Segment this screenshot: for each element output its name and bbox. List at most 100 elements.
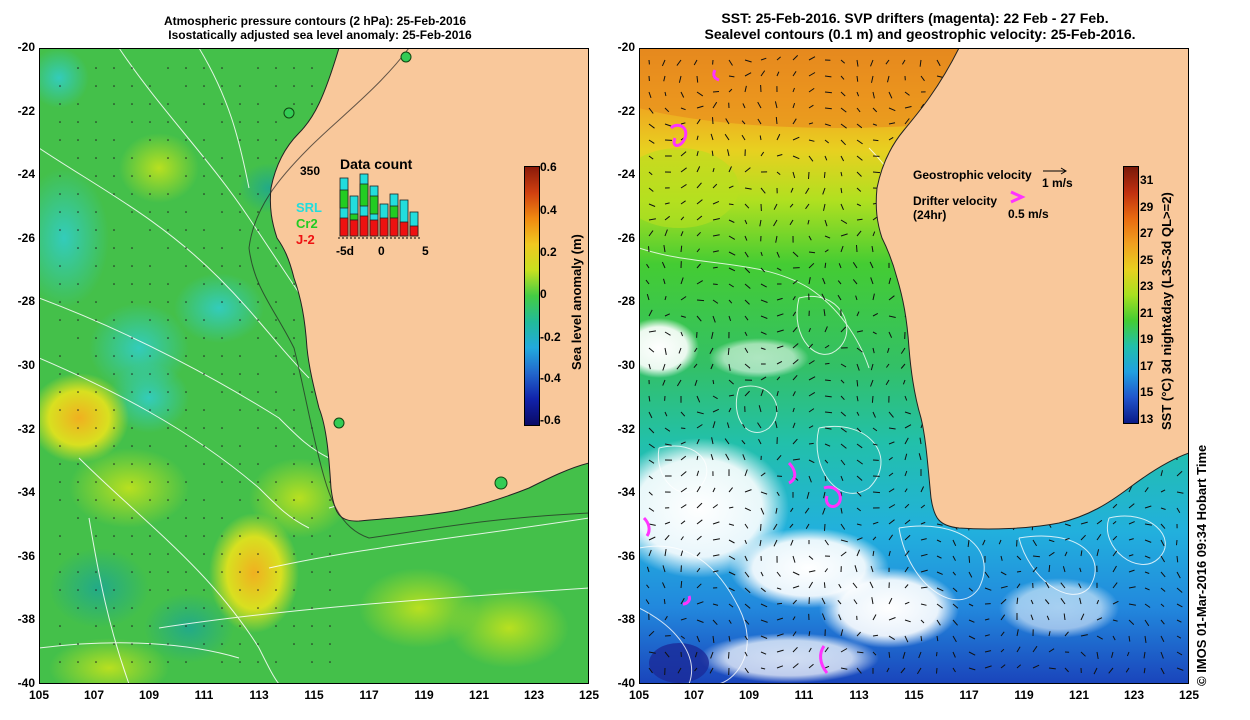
right-x-tick: 109: [738, 688, 760, 702]
drifter-velocity-label: Drifter velocity: [913, 194, 998, 208]
sst-cbar-tick: 31: [1140, 173, 1154, 187]
right-y-tick: -24: [617, 167, 635, 182]
left-x-tick: 117: [359, 688, 379, 702]
sst-cbar-tick: 17: [1140, 358, 1154, 373]
right-x-tick: 107: [683, 688, 705, 702]
right-y-tick: -34: [617, 485, 635, 500]
right-y-tick: -30: [617, 358, 635, 372]
right-x-tick: 125: [1178, 688, 1200, 702]
data-count-inset: Data count 350 SRL Cr2 J-2: [296, 156, 446, 266]
sla-cbar-tick: 0.2: [540, 245, 557, 259]
sla-cbar-tick: 0: [540, 287, 547, 301]
left-x-tick: 107: [83, 688, 105, 702]
left-y-tick: -34: [17, 485, 35, 500]
right-map-frame: [639, 48, 1189, 684]
right-x-tick: 121: [1068, 688, 1090, 702]
right-x-tick: 117: [959, 688, 979, 702]
sla-cbar-tick: -0.4: [540, 371, 561, 385]
drifter-arrow-icon: [1010, 190, 1026, 204]
sla-cbar-tick: 0.6: [540, 160, 557, 174]
sst-map: [639, 48, 1189, 684]
left-x-tick: 125: [578, 688, 600, 702]
sst-cbar-tick: 25: [1140, 252, 1154, 267]
inset-xtick-neg5: -5d: [336, 244, 354, 258]
right-y-tick: -32: [617, 421, 635, 436]
sst-cbar-tick: 15: [1140, 385, 1154, 399]
sla-cbar-tick: -0.6: [540, 413, 561, 427]
sla-colorbar: [524, 166, 540, 426]
sst-cbar-tick: 27: [1140, 226, 1154, 240]
right-title-line1: SST: 25-Feb-2016. SVP drifters (magenta)…: [721, 10, 1109, 26]
left-map-frame: [39, 48, 589, 684]
left-x-tick: 123: [523, 688, 545, 702]
left-y-tick: -24: [17, 167, 35, 182]
inset-xtick-5: 5: [422, 244, 429, 258]
tide-gauge-marker: [283, 107, 295, 119]
tide-gauge-marker: [400, 51, 412, 63]
sst-cbar-tick: 13: [1140, 411, 1154, 426]
left-title-line2: Isostatically adjusted sea level anomaly…: [168, 28, 472, 42]
left-y-tick: -40: [17, 676, 35, 690]
sla-map-svg: [39, 48, 589, 684]
left-y-tick: -38: [17, 612, 35, 627]
left-x-tick: 119: [414, 688, 434, 702]
left-x-tick: 115: [304, 688, 324, 702]
inset-bars: [338, 173, 420, 239]
sst-map-svg: [639, 48, 1189, 684]
geo-velocity-arrow-icon: [1043, 167, 1067, 175]
left-y-tick: -28: [17, 294, 35, 309]
drifter-velocity-scale: 0.5 m/s: [1008, 207, 1049, 221]
left-y-tick: -36: [17, 548, 35, 563]
right-x-tick: 119: [1014, 688, 1034, 702]
right-y-tick: -26: [617, 230, 635, 245]
tide-gauge-marker: [494, 476, 508, 490]
left-y-tick: -30: [17, 358, 35, 372]
inset-xtick-0: 0: [378, 244, 385, 258]
left-y-tick: -26: [17, 230, 35, 245]
left-y-tick: -32: [17, 421, 35, 436]
right-x-tick: 111: [794, 688, 814, 702]
right-y-tick: -40: [617, 676, 635, 690]
left-x-tick: 105: [28, 688, 50, 702]
left-x-tick: 111: [194, 688, 214, 702]
drifter-tracks: [642, 69, 842, 674]
right-x-tick: 105: [628, 688, 650, 702]
sst-cbar-tick: 29: [1140, 199, 1154, 214]
right-x-tick: 113: [849, 688, 869, 702]
land-mass-right: [875, 48, 1189, 530]
sst-cbar-tick: 19: [1140, 332, 1154, 346]
right-x-tick: 115: [904, 688, 924, 702]
right-y-tick: -22: [617, 103, 635, 118]
left-y-tick: -22: [17, 103, 35, 118]
right-y-tick: -36: [617, 548, 635, 563]
left-title-line1: Atmospheric pressure contours (2 hPa): 2…: [163, 14, 467, 28]
right-y-tick: -28: [617, 294, 635, 309]
sst-cbar-tick: 21: [1140, 305, 1154, 320]
inset-legend-cr2: Cr2: [296, 216, 318, 231]
geo-velocity-label: Geostrophic velocity: [913, 168, 1032, 182]
land-mass-left: [269, 48, 589, 522]
sla-map: [39, 48, 589, 684]
right-y-tick: -20: [617, 40, 635, 54]
sst-cbar-tick: 23: [1140, 279, 1154, 293]
inset-title: Data count: [340, 156, 413, 172]
geo-velocity-scale: 1 m/s: [1042, 176, 1073, 190]
credit-text: © IMOS 01-Mar-2016 09:34 Hobart Time: [1194, 444, 1209, 686]
inset-legend-j2: J-2: [296, 232, 315, 247]
inset-legend-srl: SRL: [296, 200, 322, 215]
left-x-tick: 113: [249, 688, 269, 702]
right-title-line2: Sealevel contours (0.1 m) and geostrophi…: [704, 26, 1136, 42]
sst-cbar-label: SST (°C) 3d night&day (L3S-3d QL>=2): [1159, 192, 1174, 430]
right-y-tick: -38: [617, 612, 635, 627]
drifter-velocity-sub: (24hr): [913, 208, 947, 222]
left-y-tick: -20: [17, 40, 35, 54]
sla-cbar-label: Sea level anomaly (m): [569, 234, 584, 370]
tide-gauge-marker: [333, 417, 345, 429]
sla-cbar-tick: 0.4: [540, 203, 557, 217]
left-x-tick: 121: [468, 688, 490, 702]
left-x-tick: 109: [138, 688, 160, 702]
sst-colorbar: [1123, 166, 1139, 424]
inset-ymax: 350: [300, 164, 321, 178]
right-x-tick: 123: [1123, 688, 1145, 702]
sla-cbar-tick: -0.2: [540, 330, 561, 344]
